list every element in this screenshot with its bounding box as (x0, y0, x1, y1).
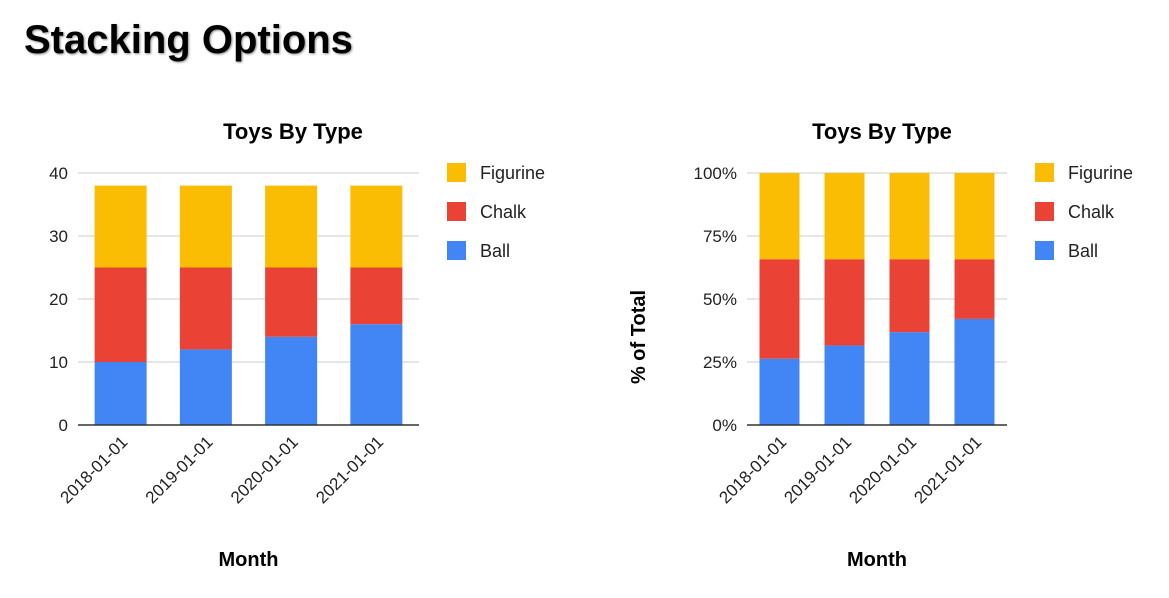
legend-label-chalk: Chalk (1068, 202, 1115, 222)
bar-ball (824, 345, 865, 425)
x-tick-label: 2019-01-01 (780, 432, 855, 507)
bar-chalk (350, 267, 403, 325)
chart-absolute-stacked: Toys By Type 0 10 20 30 40 2018-01-01 2019-01-0… (49, 119, 545, 571)
bar-figurine (889, 173, 930, 260)
legend-label-figurine: Figurine (1068, 163, 1133, 183)
x-axis-label: Month (847, 549, 907, 571)
y-tick-label: 75% (703, 227, 737, 246)
legend-label-ball: Ball (1068, 241, 1098, 261)
y-tick-label: 100% (694, 164, 737, 183)
x-tick-label: 2021-01-01 (312, 432, 387, 507)
bar-figurine (265, 185, 318, 268)
x-axis-label: Month (219, 549, 279, 571)
bar-figurine (954, 173, 995, 260)
bar-figurine (824, 173, 865, 260)
legend-swatch-ball (1035, 241, 1054, 260)
bar-figurine (179, 185, 232, 268)
bar-figurine (759, 173, 800, 260)
bar-ball (94, 362, 147, 425)
legend-label-chalk: Chalk (480, 202, 527, 222)
legend-swatch-figurine (447, 163, 466, 182)
x-tick-label: 2018-01-01 (57, 432, 132, 507)
y-tick-label: 0% (712, 416, 737, 435)
chart-title: Toys By Type (223, 119, 363, 144)
bar-chalk (265, 267, 318, 337)
bar-ball (350, 324, 403, 425)
x-tick-label: 2020-01-01 (227, 432, 302, 507)
y-tick-label: 25% (703, 353, 737, 372)
y-tick-label: 30 (49, 227, 68, 246)
chart-percent-stacked: Toys By Type 0% 25% 50% 75% 100% 2018-01-01201… (628, 119, 1133, 571)
legend-label-figurine: Figurine (480, 163, 545, 183)
bar-ball (889, 332, 930, 425)
bar-chalk (889, 259, 930, 333)
legend-swatch-ball (447, 241, 466, 260)
bar-chalk (94, 267, 147, 362)
x-tick-label: 2021-01-01 (910, 432, 985, 507)
bar-chalk (954, 259, 995, 319)
page-title: Stacking Options (24, 18, 353, 62)
bar-chalk (824, 259, 865, 346)
bar-ball (179, 349, 232, 425)
x-tick-label: 2018-01-01 (715, 432, 790, 507)
bar-ball (954, 318, 995, 425)
legend-label-ball: Ball (480, 241, 510, 261)
bar-ball (265, 336, 318, 425)
x-tick-label: 2019-01-01 (142, 432, 217, 507)
legend-swatch-chalk (1035, 202, 1054, 221)
y-tick-label: 50% (703, 290, 737, 309)
legend-swatch-chalk (447, 202, 466, 221)
y-tick-label: 10 (49, 353, 68, 372)
y-axis-label: % of Total (628, 290, 650, 384)
bar-figurine (94, 185, 147, 268)
bar-chalk (759, 259, 800, 359)
legend-swatch-figurine (1035, 163, 1054, 182)
y-tick-label: 20 (49, 290, 68, 309)
x-tick-label: 2020-01-01 (845, 432, 920, 507)
chart-title: Toys By Type (812, 119, 952, 144)
y-tick-label: 0 (59, 416, 68, 435)
bar-figurine (350, 185, 403, 268)
bar-ball (759, 358, 800, 425)
bar-chalk (179, 267, 232, 350)
y-tick-label: 40 (49, 164, 68, 183)
